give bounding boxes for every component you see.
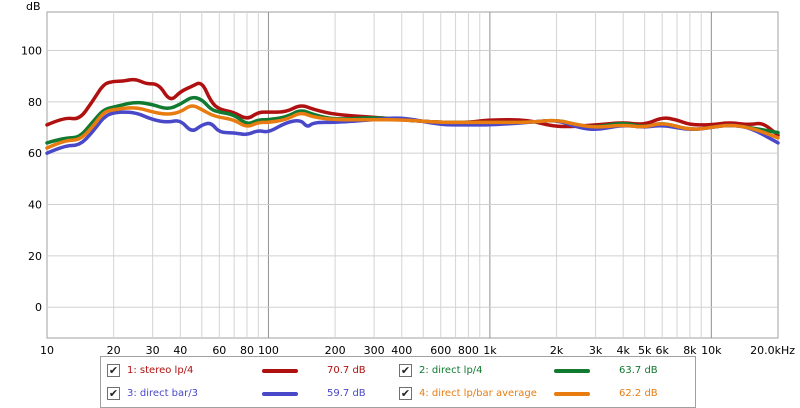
series-line-4 bbox=[45, 104, 780, 150]
x-tick-label: 10 bbox=[40, 344, 54, 357]
legend-label: 2: direct lp/4 bbox=[419, 365, 483, 376]
legend-swatch bbox=[262, 392, 298, 396]
y-tick-label: 60 bbox=[28, 147, 42, 160]
x-tick-label: 40 bbox=[173, 344, 187, 357]
x-tick-label: 200 bbox=[325, 344, 346, 357]
x-tick-label: 6k bbox=[656, 344, 670, 357]
checkbox-series-2[interactable]: ✔ bbox=[399, 364, 412, 377]
x-tick-label: 10k bbox=[701, 344, 722, 357]
x-tick-label: 100 bbox=[258, 344, 279, 357]
series-lines bbox=[45, 77, 780, 155]
y-tick-label: 80 bbox=[28, 96, 42, 109]
legend-swatch bbox=[554, 392, 590, 396]
legend-label: 4: direct lp/bar average bbox=[419, 388, 537, 399]
legend-value: 59.7 dB bbox=[327, 388, 366, 399]
checkbox-series-4[interactable]: ✔ bbox=[399, 387, 412, 400]
x-tick-label: 20 bbox=[107, 344, 121, 357]
x-tick-label: 4k bbox=[617, 344, 631, 357]
y-tick-label: 100 bbox=[21, 45, 42, 58]
x-tick-label: 600 bbox=[430, 344, 451, 357]
x-tick-label: 400 bbox=[391, 344, 412, 357]
axis-labels: 0 20 40 60 80 100 10 20 30 40 60 80 100 200 300 400 600 8… bbox=[21, 45, 795, 357]
x-tick-label: 3k bbox=[589, 344, 603, 357]
x-tick-label: 20.0kHz bbox=[750, 344, 795, 357]
x-tick-label: 8k bbox=[683, 344, 697, 357]
x-tick-label: 300 bbox=[364, 344, 385, 357]
y-tick-label: 0 bbox=[35, 301, 42, 314]
x-tick-label: 60 bbox=[212, 344, 226, 357]
x-tick-label: 80 bbox=[240, 344, 254, 357]
legend-value: 62.2 dB bbox=[619, 388, 658, 399]
plot-area bbox=[46, 11, 779, 339]
y-tick-label: 20 bbox=[28, 250, 42, 263]
legend-swatch bbox=[554, 369, 590, 373]
series-line-1 bbox=[45, 77, 780, 137]
checkbox-series-1[interactable]: ✔ bbox=[107, 364, 120, 377]
checkbox-series-3[interactable]: ✔ bbox=[107, 387, 120, 400]
legend-label: 3: direct bar/3 bbox=[127, 388, 198, 399]
x-tick-label: 1k bbox=[483, 344, 497, 357]
x-tick-label: 5k bbox=[638, 344, 652, 357]
x-tick-label: 30 bbox=[146, 344, 160, 357]
legend-value: 70.7 dB bbox=[327, 365, 366, 376]
legend: ✔ 1: stereo lp/4 70.7 dB ✔ 2: direct lp/… bbox=[100, 356, 696, 408]
grid-lines bbox=[47, 12, 778, 338]
legend-value: 63.7 dB bbox=[619, 365, 658, 376]
y-axis-label: dB bbox=[26, 0, 41, 13]
legend-label: 1: stereo lp/4 bbox=[127, 365, 194, 376]
y-tick-label: 40 bbox=[28, 199, 42, 212]
x-tick-label: 2k bbox=[550, 344, 564, 357]
legend-swatch bbox=[262, 369, 298, 373]
x-tick-label: 800 bbox=[458, 344, 479, 357]
